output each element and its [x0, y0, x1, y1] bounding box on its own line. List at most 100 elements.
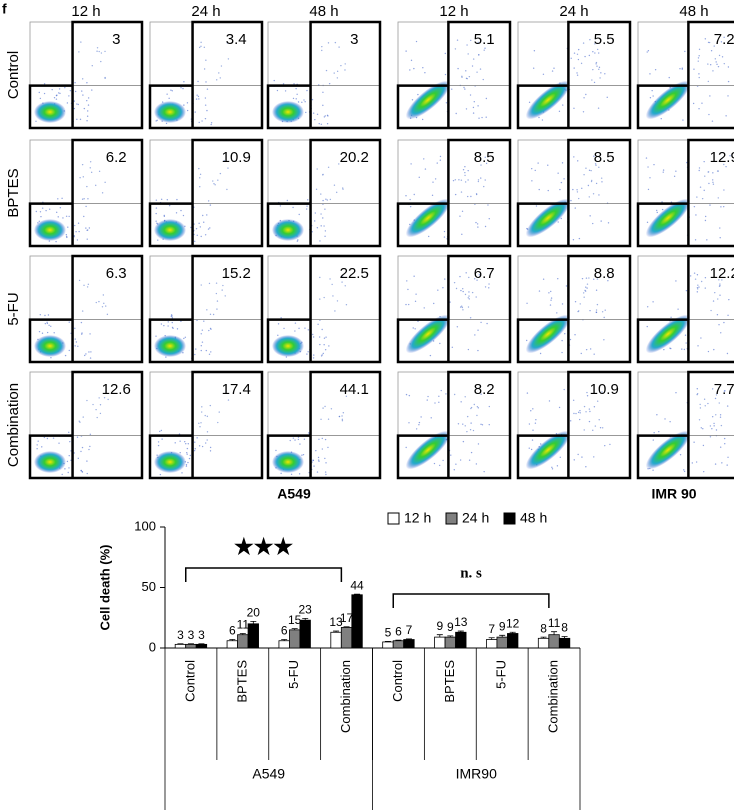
- event-dot: [721, 56, 724, 58]
- event-dot: [206, 415, 209, 418]
- event-dot: [206, 88, 209, 90]
- gate-value: 12.2: [710, 265, 734, 282]
- event-dot: [330, 408, 333, 410]
- event-dot: [334, 41, 337, 44]
- event-dot: [289, 439, 291, 442]
- error-bar: [540, 636, 547, 639]
- gate-value: 15.2: [222, 265, 251, 282]
- event-dot: [652, 301, 654, 303]
- event-dot: [341, 187, 344, 189]
- gate: [516, 20, 632, 130]
- event-dot: [341, 420, 344, 422]
- event-dot: [723, 36, 725, 39]
- event-dot: [306, 353, 308, 355]
- event-dot: [480, 321, 482, 324]
- event-dot: [600, 72, 602, 74]
- event-dot: [712, 172, 714, 174]
- event-dot: [578, 237, 581, 240]
- event-dot: [696, 388, 698, 390]
- bar: [382, 641, 394, 649]
- event-dot: [39, 211, 42, 213]
- density-blob: [405, 430, 451, 470]
- event-dot: [703, 189, 705, 192]
- event-dot: [487, 204, 489, 206]
- event-dot: [96, 50, 98, 52]
- event-dot: [720, 157, 723, 160]
- event-dot: [462, 309, 464, 311]
- gate-value: 44.1: [340, 381, 369, 398]
- event-dot: [68, 349, 70, 352]
- event-dot: [584, 55, 586, 58]
- event-dot: [415, 40, 418, 43]
- event-dot: [57, 216, 59, 218]
- event-dot: [593, 81, 596, 84]
- event-dot: [160, 323, 163, 325]
- event-dot: [588, 420, 591, 423]
- event-dot: [646, 51, 648, 53]
- event-dot: [477, 105, 479, 107]
- event-dot: [39, 97, 42, 100]
- value-label: 13: [454, 615, 468, 629]
- value-label: 44: [350, 578, 364, 592]
- event-dot: [318, 122, 320, 125]
- event-dot: [651, 89, 653, 92]
- event-dot: [41, 332, 44, 334]
- event-dot: [550, 299, 552, 301]
- event-dot: [585, 466, 587, 468]
- bar: [247, 623, 259, 649]
- time-header: 12 h: [439, 3, 468, 20]
- density-blob: [154, 101, 186, 123]
- event-dot: [584, 289, 586, 292]
- event-dot: [326, 199, 328, 201]
- event-dot: [715, 429, 718, 431]
- event-dot: [542, 73, 545, 76]
- event-dot: [204, 117, 207, 120]
- bar: [226, 640, 238, 649]
- event-dot: [75, 341, 78, 343]
- event-dot: [417, 320, 419, 322]
- event-dot: [591, 179, 593, 182]
- event-dot: [99, 404, 102, 406]
- event-dot: [589, 215, 591, 217]
- event-dot: [209, 204, 212, 206]
- event-dot: [532, 429, 534, 431]
- event-dot: [727, 66, 730, 68]
- event-dot: [696, 393, 699, 395]
- event-dot: [78, 51, 80, 53]
- event-dot: [715, 394, 718, 396]
- cell-line-label: A549: [277, 486, 311, 502]
- event-dot: [157, 441, 160, 443]
- event-dot: [95, 408, 97, 411]
- event-dot: [462, 423, 464, 425]
- event-dot: [83, 198, 85, 200]
- legend-swatch: [445, 512, 458, 525]
- event-dot: [203, 68, 206, 70]
- event-dot: [68, 454, 70, 457]
- event-dot: [201, 406, 203, 408]
- event-dot: [646, 306, 649, 308]
- density-blob: [34, 219, 66, 241]
- value-label: 15: [288, 613, 302, 627]
- error-bar: [291, 628, 298, 630]
- event-dot: [320, 418, 322, 421]
- gate: [396, 254, 512, 364]
- event-dot: [96, 416, 98, 419]
- error-bar: [561, 636, 568, 639]
- event-dot: [188, 457, 191, 460]
- event-dot: [480, 423, 482, 426]
- event-dot: [729, 155, 731, 157]
- event-dot: [201, 120, 203, 122]
- event-dot: [713, 422, 715, 425]
- event-dot: [528, 447, 530, 449]
- bar: [392, 640, 405, 649]
- event-dot: [320, 225, 322, 227]
- value-label: 6: [229, 624, 236, 638]
- event-dot: [478, 54, 480, 56]
- flow-plot: [396, 138, 512, 248]
- event-dot: [155, 220, 157, 222]
- event-dot: [586, 395, 589, 397]
- event-dot: [292, 97, 295, 100]
- event-dot: [321, 437, 323, 440]
- event-dot: [719, 294, 721, 296]
- event-dot: [573, 67, 575, 69]
